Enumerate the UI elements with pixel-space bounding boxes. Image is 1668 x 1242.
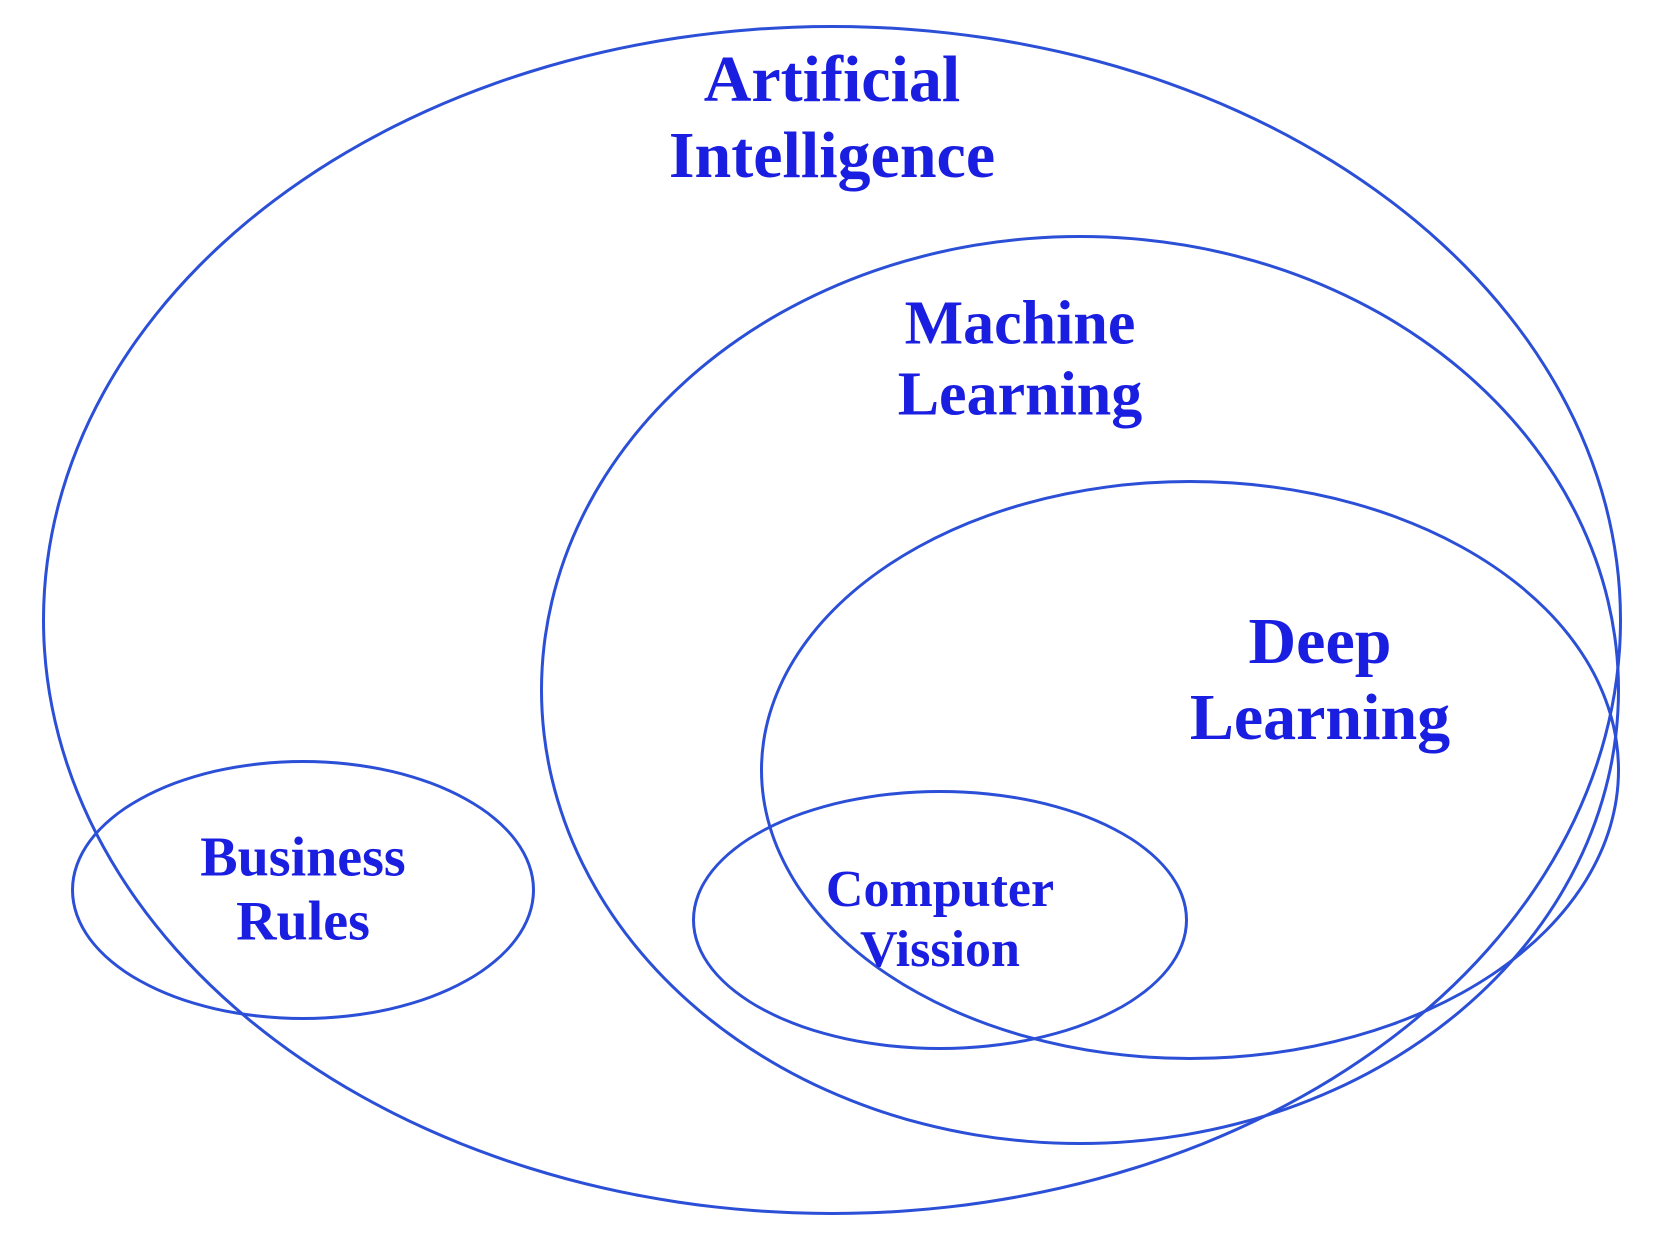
label-cv: Computer Vission xyxy=(826,860,1054,980)
label-ml: Machine Learning xyxy=(898,289,1143,432)
label-ai: Artificial Intelligence xyxy=(669,42,995,194)
label-dl: Deep Learning xyxy=(1190,604,1450,756)
venn-diagram: Artificial Intelligence Machine Learning… xyxy=(0,0,1668,1242)
label-br: Business Rules xyxy=(200,826,405,955)
